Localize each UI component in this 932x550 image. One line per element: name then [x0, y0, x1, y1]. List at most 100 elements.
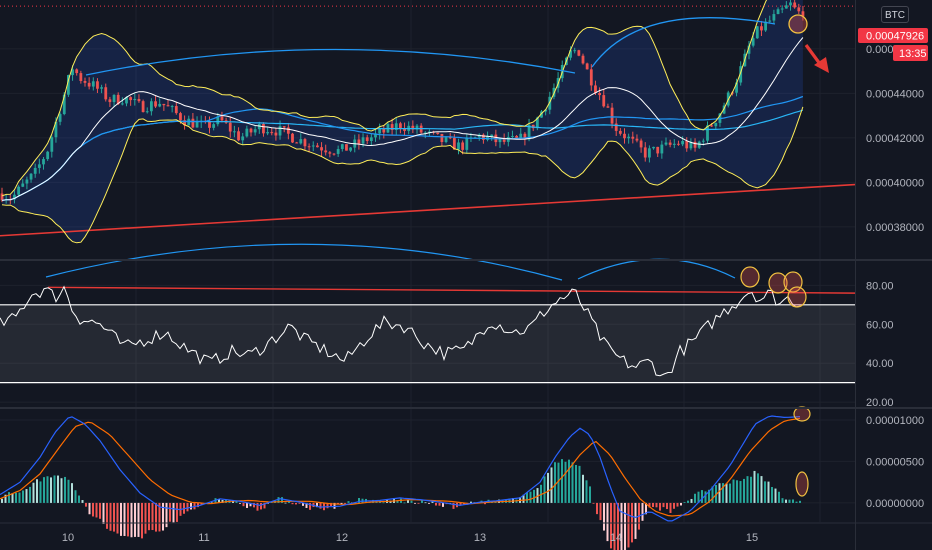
- macd-histogram-bar: [151, 502, 154, 531]
- macd-histogram-bar: [218, 499, 220, 503]
- candle-body: [145, 111, 149, 113]
- candle-body: [627, 136, 631, 139]
- candle-body: [428, 131, 431, 133]
- candle-body: [735, 82, 738, 93]
- candle-body: [179, 113, 182, 121]
- macd-histogram-bar: [95, 502, 98, 518]
- macd-histogram-bar: [221, 499, 224, 503]
- candle-body: [100, 87, 103, 89]
- candle-body: [21, 183, 25, 187]
- price-axis-tick-label: 80.00: [866, 280, 894, 292]
- candle-body: [465, 137, 469, 150]
- candle-body: [303, 139, 307, 147]
- candle-body: [764, 21, 767, 31]
- candle-body: [701, 140, 705, 142]
- candle-body: [125, 97, 128, 104]
- candle-body: [706, 125, 709, 141]
- candle-body: [643, 147, 647, 158]
- macd-histogram-bar: [722, 483, 724, 503]
- candle-body: [739, 66, 743, 83]
- macd-histogram-bar: [417, 502, 420, 504]
- rsi-arc-drawing: [45, 243, 563, 281]
- macd-histogram-bar: [347, 501, 350, 503]
- macd-histogram-bar: [99, 502, 101, 519]
- macd-histogram-bar: [771, 487, 773, 503]
- time-axis-tick-label: 13: [474, 532, 486, 544]
- candle-body: [120, 103, 124, 105]
- macd-histogram-bar: [123, 502, 126, 536]
- macd-histogram-bar: [305, 502, 308, 508]
- macd-histogram-bar: [319, 502, 322, 509]
- candle-body: [423, 132, 427, 134]
- macd-histogram-bar: [155, 502, 157, 532]
- macd-histogram-bar: [662, 502, 665, 508]
- macd-histogram-bar: [403, 502, 406, 504]
- macd-histogram-bar: [799, 500, 801, 503]
- macd-histogram-bar: [792, 499, 794, 503]
- macd-histogram-bar: [627, 502, 630, 548]
- candle-body: [291, 133, 294, 143]
- macd-histogram-bar: [613, 502, 616, 550]
- macd-histogram-bar: [421, 500, 423, 503]
- candle-body: [212, 124, 216, 128]
- macd-pane[interactable]: [0, 406, 811, 550]
- candle-body: [54, 121, 58, 138]
- candle-body: [490, 134, 494, 137]
- bollinger-lower: [1, 106, 804, 244]
- candle-body: [527, 124, 531, 140]
- macd-histogram-bar: [116, 502, 119, 534]
- macd-histogram-bar: [246, 502, 248, 508]
- candle-body: [760, 26, 763, 31]
- macd-histogram-bar: [71, 483, 73, 503]
- macd-histogram-bar: [746, 476, 749, 503]
- macd-histogram-bar: [540, 484, 542, 503]
- macd-histogram-bar: [739, 481, 742, 503]
- candle-body: [689, 141, 693, 149]
- macd-histogram-bar: [564, 461, 567, 503]
- macd-histogram-bar: [547, 472, 549, 503]
- macd-histogram-bar: [785, 499, 787, 503]
- candle-body: [324, 150, 328, 153]
- macd-histogram-bar: [197, 502, 199, 508]
- macd-histogram-bar: [344, 502, 346, 504]
- macd-histogram-bar: [88, 502, 91, 515]
- macd-histogram-bar: [256, 502, 259, 511]
- macd-histogram-bar: [781, 498, 784, 503]
- candle-body: [598, 93, 601, 96]
- candle-body: [154, 101, 157, 107]
- macd-histogram-bar: [529, 491, 532, 503]
- macd-histogram-bar: [60, 478, 63, 503]
- macd-histogram-bar: [134, 502, 136, 537]
- macd-histogram-bar: [263, 502, 266, 509]
- candle-body: [96, 81, 99, 89]
- candle-body: [17, 186, 20, 195]
- price-axis-tick-label: 0.00038000: [866, 222, 924, 234]
- candle-body: [415, 125, 419, 130]
- candle-body: [544, 109, 548, 112]
- macd-histogram-bar: [25, 489, 28, 503]
- currency-badge[interactable]: BTC: [881, 6, 909, 23]
- candle-body: [436, 132, 440, 134]
- macd-histogram-bar: [382, 502, 385, 504]
- price-pane[interactable]: [0, 0, 856, 244]
- rsi-pane[interactable]: [0, 243, 856, 384]
- time-axis-tick-label: 14: [610, 532, 622, 544]
- candle-body: [316, 145, 319, 148]
- time-axis[interactable]: 10 11 12 13 14 15: [62, 532, 758, 544]
- macd-histogram-bar: [711, 486, 714, 503]
- macd-histogram-bar: [137, 502, 140, 537]
- arc-drawing: [85, 48, 576, 76]
- macd-histogram-bar: [683, 502, 686, 503]
- macd-histogram-bar: [736, 480, 738, 503]
- candle-body: [170, 106, 174, 108]
- macd-histogram-bar: [582, 474, 584, 503]
- macd-histogram-bar: [277, 497, 280, 503]
- price-axis-tick-label: 20.00: [866, 397, 894, 409]
- candle-body: [83, 80, 87, 83]
- candle-body: [46, 151, 50, 160]
- macd-histogram-bar: [435, 502, 437, 506]
- candle-body: [58, 114, 62, 122]
- candle-body: [174, 106, 178, 114]
- price-axis-tick-label: 40.00: [866, 358, 894, 370]
